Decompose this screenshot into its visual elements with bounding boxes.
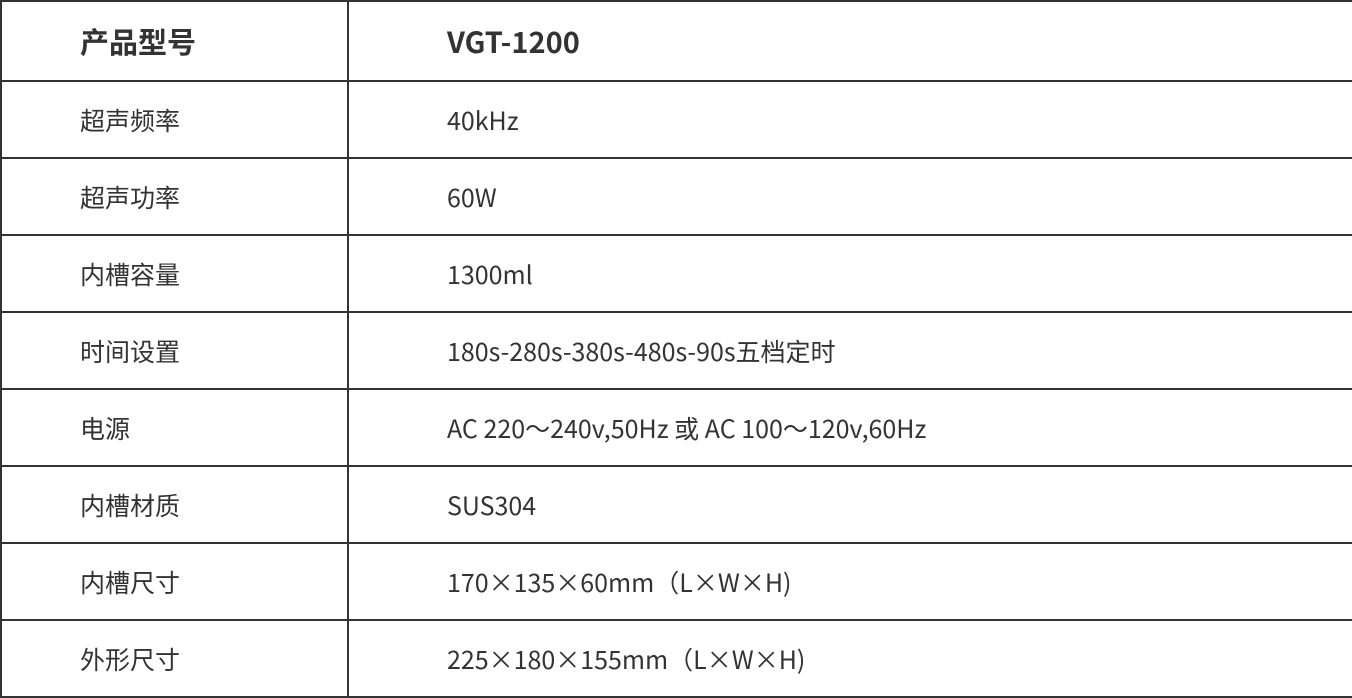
row-label: 超声功率 — [1, 158, 348, 235]
row-value: SUS304 — [348, 466, 1352, 543]
row-label: 外形尺寸 — [1, 620, 348, 697]
row-value: 170×135×60mm（L×W×H) — [348, 543, 1352, 620]
table-row: 时间设置 180s-280s-380s-480s-90s五档定时 — [1, 312, 1352, 389]
table-row: 外形尺寸 225×180×155mm（L×W×H) — [1, 620, 1352, 697]
spec-table: 产品型号 VGT-1200 超声频率 40kHz 超声功率 60W 内槽容量 1… — [0, 0, 1352, 698]
table-row: 内槽尺寸 170×135×60mm（L×W×H) — [1, 543, 1352, 620]
table-row: 超声频率 40kHz — [1, 81, 1352, 158]
header-value: VGT-1200 — [348, 1, 1352, 81]
table-row: 内槽材质 SUS304 — [1, 466, 1352, 543]
table-row: 电源 AC 220～240v,50Hz 或 AC 100～120v,60Hz — [1, 389, 1352, 466]
row-value: 225×180×155mm（L×W×H) — [348, 620, 1352, 697]
table-row: 内槽容量 1300ml — [1, 235, 1352, 312]
row-value: 40kHz — [348, 81, 1352, 158]
row-label: 内槽材质 — [1, 466, 348, 543]
header-label: 产品型号 — [1, 1, 348, 81]
row-label: 超声频率 — [1, 81, 348, 158]
row-label: 时间设置 — [1, 312, 348, 389]
row-label: 内槽容量 — [1, 235, 348, 312]
table-header-row: 产品型号 VGT-1200 — [1, 1, 1352, 81]
row-value: 1300ml — [348, 235, 1352, 312]
row-label: 内槽尺寸 — [1, 543, 348, 620]
row-value: 180s-280s-380s-480s-90s五档定时 — [348, 312, 1352, 389]
row-value: AC 220～240v,50Hz 或 AC 100～120v,60Hz — [348, 389, 1352, 466]
table-row: 超声功率 60W — [1, 158, 1352, 235]
row-label: 电源 — [1, 389, 348, 466]
row-value: 60W — [348, 158, 1352, 235]
